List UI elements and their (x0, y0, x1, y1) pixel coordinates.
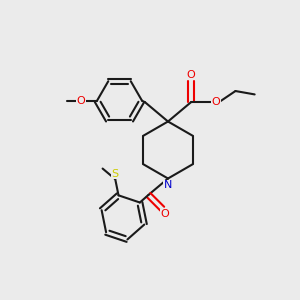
Text: O: O (160, 209, 169, 219)
Text: O: O (77, 96, 85, 106)
Text: O: O (212, 97, 220, 107)
Text: O: O (187, 70, 195, 80)
Text: N: N (164, 180, 172, 190)
Text: S: S (112, 169, 119, 179)
